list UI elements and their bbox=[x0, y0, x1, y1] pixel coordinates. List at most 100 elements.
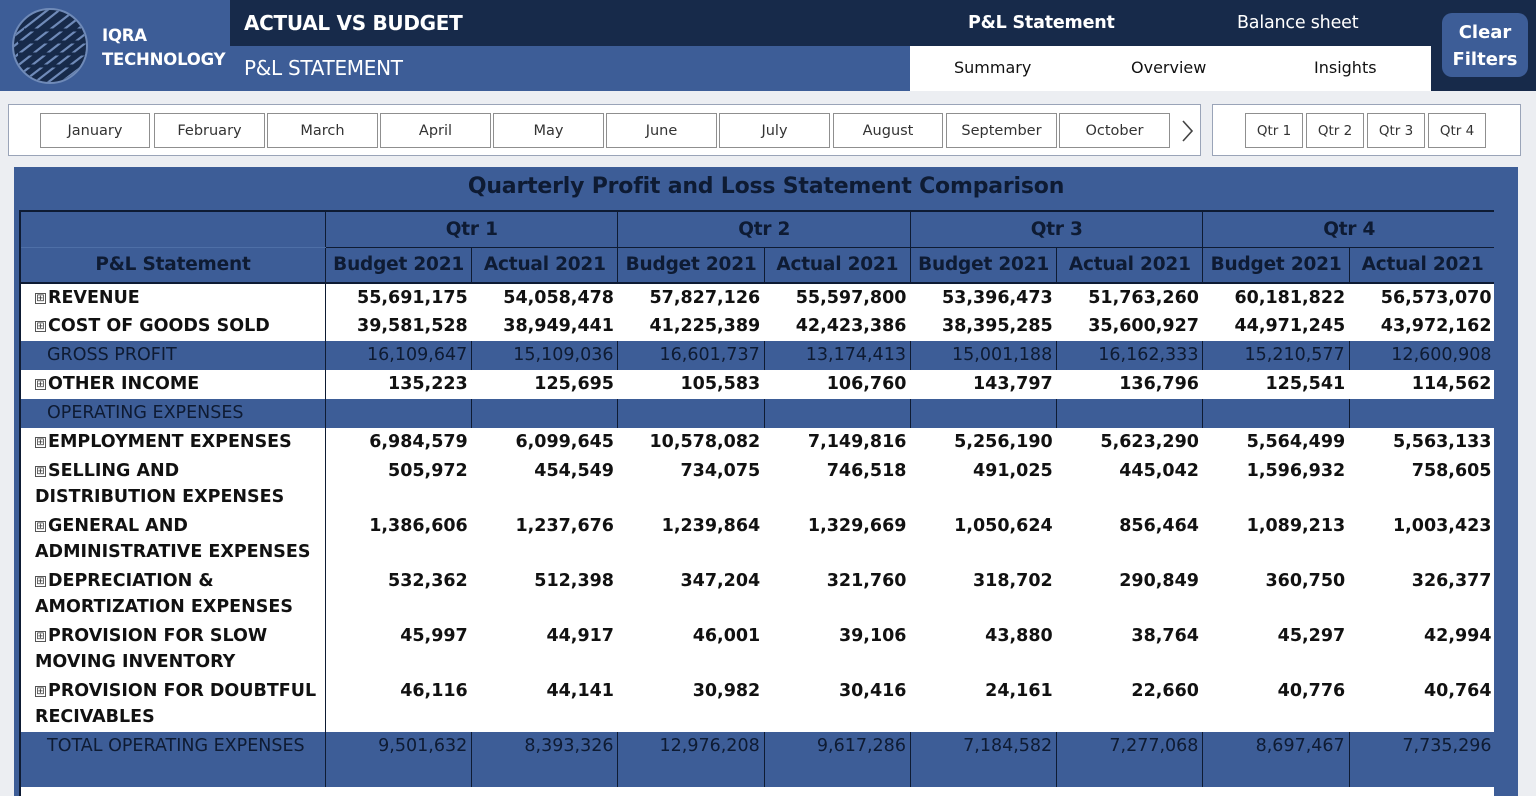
value-cell: 55,691,175 bbox=[357, 288, 468, 308]
value-cell: 60,181,822 bbox=[1234, 288, 1346, 308]
month-button-january[interactable]: January bbox=[40, 113, 150, 148]
month-button-april[interactable]: April bbox=[380, 113, 491, 148]
quarter-button-4[interactable]: Qtr 4 bbox=[1428, 113, 1486, 148]
quarter-button-1[interactable]: Qtr 1 bbox=[1245, 113, 1303, 148]
month-button-may[interactable]: May bbox=[493, 113, 604, 148]
quarter-header[interactable]: Qtr 3 bbox=[910, 212, 1204, 248]
table-row[interactable]: ⊞ COST OF GOODS SOLD 39,581,528 38,949,441 4… bbox=[21, 312, 1494, 341]
value-cell: 41,225,389 bbox=[649, 316, 761, 336]
quarter-header[interactable]: Qtr 1 bbox=[325, 212, 619, 248]
row-label: GENERAL AND ADMINISTRATIVE EXPENSES bbox=[35, 516, 311, 562]
table-row[interactable]: ⊞ OTHER INCOME 135,223 125,695 105,583 106,76… bbox=[21, 370, 1494, 399]
clear-filters-button[interactable]: Clear Filters bbox=[1442, 13, 1528, 77]
value-cell: 16,109,647 bbox=[325, 341, 473, 370]
value-cell: 54,058,478 bbox=[503, 288, 614, 308]
table-row[interactable]: ⊞ REVENUE 55,691,175 54,058,478 57,827,126 55… bbox=[21, 283, 1494, 312]
brand-name: IQRA TECHNOLOGY bbox=[102, 24, 226, 72]
table-row[interactable]: TOTAL OPERATING EXPENSES 9,501,632 8,393,3… bbox=[21, 732, 1494, 787]
chevron-right-icon[interactable] bbox=[1177, 117, 1197, 145]
table-row[interactable]: ⊞ SELLING AND DISTRIBUTION EXPENSES 505,97… bbox=[21, 457, 1494, 512]
expand-plus-icon[interactable]: ⊞ bbox=[35, 576, 46, 587]
page-subtitle: P&L STATEMENT bbox=[244, 56, 403, 80]
month-button-october[interactable]: October bbox=[1059, 113, 1170, 148]
row-label-cell: GROSS PROFIT bbox=[21, 341, 326, 370]
row-label: EMPLOYMENT EXPENSES bbox=[48, 432, 292, 452]
value-cell: 35,600,927 bbox=[1088, 316, 1199, 336]
value-cell: 55,597,800 bbox=[795, 288, 907, 308]
month-button-september[interactable]: September bbox=[946, 113, 1057, 148]
column-header[interactable]: Budget 2021 bbox=[617, 247, 765, 284]
value-cell: 40,776 bbox=[1277, 681, 1346, 701]
row-header[interactable]: P&L Statement bbox=[21, 247, 326, 284]
column-header[interactable]: Budget 2021 bbox=[910, 247, 1058, 284]
table-row[interactable]: ⊞ PROVISION FOR DOUBTFUL RECIVABLES 46,116… bbox=[21, 677, 1494, 732]
value-cell: 10,578,082 bbox=[649, 432, 761, 452]
expand-plus-icon[interactable]: ⊞ bbox=[35, 437, 46, 448]
row-label-cell: ⊞ SELLING AND DISTRIBUTION EXPENSES bbox=[21, 457, 326, 512]
value-cell: 360,750 bbox=[1265, 571, 1346, 591]
month-button-march[interactable]: March bbox=[267, 113, 378, 148]
tab-overview[interactable]: Overview bbox=[1131, 58, 1207, 77]
expand-plus-icon[interactable]: ⊞ bbox=[35, 379, 46, 390]
pl-table-body: ⊞ REVENUE 55,691,175 54,058,478 57,827,126 55… bbox=[21, 283, 1494, 787]
expand-plus-icon[interactable]: ⊞ bbox=[35, 466, 46, 477]
tab-pl-statement[interactable]: P&L Statement bbox=[968, 13, 1115, 33]
row-label: DEPRECIATION & AMORTIZATION EXPENSES bbox=[35, 571, 293, 617]
row-label-cell: ⊞ EMPLOYMENT EXPENSES bbox=[21, 428, 326, 457]
table-row[interactable]: ⊞ DEPRECIATION & AMORTIZATION EXPENSES 532… bbox=[21, 567, 1494, 622]
tab-balance-sheet[interactable]: Balance sheet bbox=[1237, 13, 1359, 33]
column-header[interactable]: Actual 2021 bbox=[1056, 247, 1204, 284]
value-cell: 45,997 bbox=[400, 626, 468, 646]
table-row[interactable]: ⊞ EMPLOYMENT EXPENSES 6,984,579 6,099,645 10… bbox=[21, 428, 1494, 457]
clear-filters-label-1: Clear bbox=[1458, 22, 1512, 43]
value-cell: 9,617,286 bbox=[764, 732, 911, 787]
month-button-august[interactable]: August bbox=[833, 113, 943, 148]
value-cell: 135,223 bbox=[388, 374, 468, 394]
value-cell: 5,564,499 bbox=[1246, 432, 1346, 452]
expand-plus-icon[interactable]: ⊞ bbox=[35, 521, 46, 532]
row-label-cell: OPERATING EXPENSES bbox=[21, 399, 326, 428]
tab-summary[interactable]: Summary bbox=[954, 58, 1032, 77]
table-row[interactable]: ⊞ GENERAL AND ADMINISTRATIVE EXPENSES 1,38… bbox=[21, 512, 1494, 567]
month-slicer: January February March April May June Ju… bbox=[8, 104, 1201, 156]
value-cell: 38,949,441 bbox=[503, 316, 614, 336]
expand-plus-icon[interactable]: ⊞ bbox=[35, 293, 46, 304]
value-cell: 44,141 bbox=[546, 681, 614, 701]
tab-insights[interactable]: Insights bbox=[1314, 58, 1377, 77]
quarter-button-2[interactable]: Qtr 2 bbox=[1306, 113, 1364, 148]
quarter-button-3[interactable]: Qtr 3 bbox=[1367, 113, 1425, 148]
value-cell: 114,562 bbox=[1411, 374, 1492, 394]
value-cell: 38,764 bbox=[1131, 626, 1199, 646]
table-row[interactable]: OPERATING EXPENSES bbox=[21, 399, 1494, 428]
month-button-june[interactable]: June bbox=[606, 113, 717, 148]
value-cell: 40,764 bbox=[1423, 681, 1492, 701]
column-header[interactable]: Actual 2021 bbox=[1349, 247, 1494, 284]
column-header[interactable]: Budget 2021 bbox=[325, 247, 473, 284]
value-cell: 454,549 bbox=[534, 461, 614, 481]
value-cell: 1,237,676 bbox=[515, 516, 614, 536]
column-header[interactable]: Actual 2021 bbox=[471, 247, 619, 284]
quarter-header[interactable]: Qtr 2 bbox=[617, 212, 911, 248]
column-header[interactable]: Budget 2021 bbox=[1202, 247, 1350, 284]
table-row[interactable]: ⊞ PROVISION FOR SLOW MOVING INVENTORY 45,9… bbox=[21, 622, 1494, 677]
value-cell: 6,099,645 bbox=[515, 432, 614, 452]
month-button-july[interactable]: July bbox=[719, 113, 830, 148]
value-cell: 46,001 bbox=[692, 626, 761, 646]
value-cell: 1,239,864 bbox=[661, 516, 761, 536]
month-button-february[interactable]: February bbox=[154, 113, 265, 148]
expand-plus-icon[interactable]: ⊞ bbox=[35, 686, 46, 697]
value-cell: 24,161 bbox=[985, 681, 1053, 701]
expand-plus-icon[interactable]: ⊞ bbox=[35, 631, 46, 642]
table-row[interactable]: GROSS PROFIT 16,109,647 15,109,036 16,601,7… bbox=[21, 341, 1494, 370]
value-cell: 8,393,326 bbox=[471, 732, 619, 787]
expand-plus-icon[interactable]: ⊞ bbox=[35, 321, 46, 332]
value-cell: 9,501,632 bbox=[325, 732, 473, 787]
value-cell: 7,735,296 bbox=[1349, 732, 1494, 787]
value-cell: 7,184,582 bbox=[910, 732, 1058, 787]
value-cell: 16,162,333 bbox=[1056, 341, 1204, 370]
value-cell bbox=[1349, 399, 1494, 428]
column-header[interactable]: Actual 2021 bbox=[764, 247, 911, 284]
value-cell: 512,398 bbox=[534, 571, 614, 591]
quarter-header[interactable]: Qtr 4 bbox=[1202, 212, 1494, 248]
row-label-cell: ⊞ OTHER INCOME bbox=[21, 370, 326, 399]
